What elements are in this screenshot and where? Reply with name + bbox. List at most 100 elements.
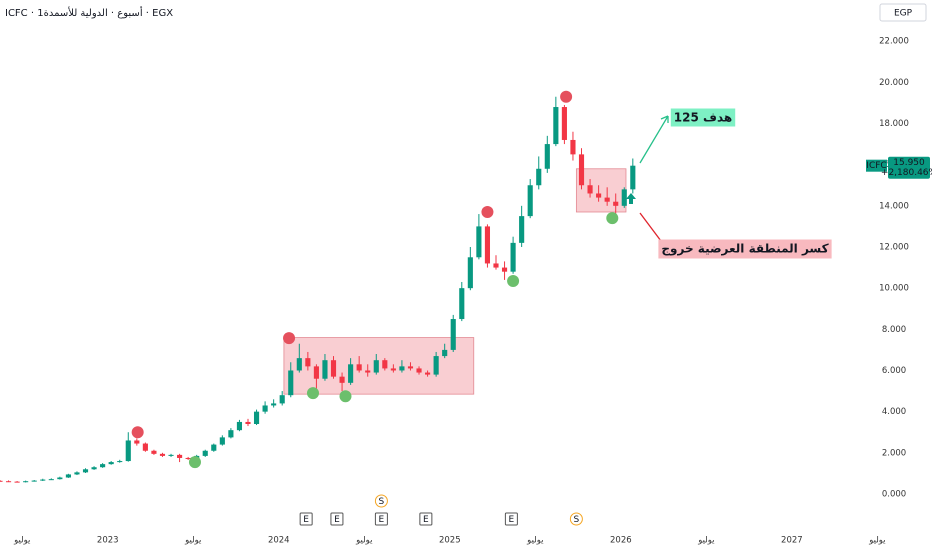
- earnings-badge: [504, 512, 518, 526]
- candle-body: [253, 411, 260, 424]
- candle-body: [330, 360, 337, 377]
- candle-body: [399, 366, 405, 371]
- x-tick-label: يوليو: [868, 536, 886, 546]
- candle-body: [305, 358, 311, 367]
- candle-body: [5, 481, 12, 483]
- event-label: E: [303, 515, 309, 525]
- candle-body: [536, 168, 542, 186]
- target-arrow: [639, 115, 669, 164]
- pivot-marker: [131, 426, 144, 439]
- candle-body: [561, 107, 567, 140]
- candle-body: [74, 472, 80, 475]
- candle-body: [322, 360, 328, 379]
- candle-body: [390, 368, 396, 371]
- annotation-bg: [670, 108, 736, 127]
- candle-body: [365, 370, 371, 373]
- candle-body: [313, 366, 319, 379]
- y-tick-label: 12.000: [879, 242, 909, 252]
- candle-body: [288, 370, 294, 396]
- candle-body: [151, 450, 157, 454]
- up-icon: [626, 193, 636, 204]
- candle-body: [125, 440, 131, 462]
- event-label: E: [423, 515, 429, 525]
- candle-body: [501, 267, 508, 272]
- currency: EGP: [894, 9, 913, 19]
- x-tick-label: يوليو: [526, 536, 544, 546]
- candle-body: [553, 107, 559, 145]
- annotation-bg: [658, 239, 832, 259]
- earnings-badge: [374, 512, 388, 526]
- event-label: E: [379, 515, 385, 525]
- candle-body: [177, 454, 183, 458]
- candle-body: [570, 139, 576, 155]
- y-tick-label: 6.000: [882, 366, 906, 376]
- candle-body: [407, 366, 414, 369]
- candle-body: [271, 403, 277, 406]
- candle-body: [493, 263, 499, 268]
- candle-body: [621, 189, 627, 206]
- pivot-marker: [188, 456, 201, 469]
- candle-body: [262, 405, 268, 412]
- pivot-marker: [283, 332, 296, 345]
- candle-body: [459, 288, 465, 320]
- candle-body: [236, 421, 243, 431]
- candle-body: [65, 474, 71, 478]
- candle-body: [630, 165, 636, 190]
- chart-title: ICFC · 1أسبوع · الدولية للأسمدة · EGX: [5, 6, 173, 19]
- candle-body: [48, 479, 54, 481]
- candle-body: [578, 154, 585, 186]
- candle-body: [202, 450, 208, 456]
- dividend-badge: [569, 512, 583, 526]
- earnings-badge: [299, 512, 313, 526]
- x-tick-label: يوليو: [697, 536, 715, 546]
- candle-body: [142, 443, 148, 451]
- candle-body: [23, 481, 29, 483]
- pivot-marker: [560, 90, 573, 103]
- candle-body: [373, 360, 379, 373]
- candle-body: [476, 226, 482, 258]
- candle-body: [416, 368, 422, 373]
- candle-body: [57, 477, 63, 480]
- x-tick-label: يوليو: [13, 536, 31, 546]
- candle-body: [382, 360, 388, 369]
- candle-body: [467, 257, 473, 289]
- candle-body: [279, 395, 285, 404]
- zones: [283, 168, 627, 395]
- x-tick-label: يوليو: [184, 536, 202, 546]
- target-arrow-head: [660, 115, 669, 123]
- event-label: S: [379, 497, 385, 507]
- earnings-badge: [330, 512, 344, 526]
- change-label: +2,180.46%: [881, 168, 932, 178]
- candle-body: [519, 216, 525, 243]
- candles: [0, 96, 636, 483]
- candle-body: [356, 364, 362, 371]
- candle-body: [14, 481, 20, 483]
- candle-body: [91, 467, 97, 470]
- candle-body: [211, 444, 217, 451]
- candle-body: [82, 469, 89, 473]
- y-tick-label: 0.000: [882, 489, 906, 499]
- candle-body: [117, 461, 123, 463]
- annotation: هدف 125: [674, 111, 732, 125]
- candle-body: [31, 480, 37, 482]
- pivot-marker: [606, 212, 619, 225]
- candle-body: [228, 430, 234, 438]
- x-tick-label: 2025: [439, 536, 461, 546]
- candle-body: [613, 201, 619, 206]
- y-tick-label: 10.000: [879, 284, 909, 294]
- candle-body: [296, 358, 302, 371]
- candle-body: [425, 372, 431, 375]
- candle-body: [168, 454, 174, 456]
- event-label: E: [334, 515, 340, 525]
- y-tick-label: 8.000: [882, 325, 906, 335]
- symbol-tag: [866, 159, 887, 172]
- candle-body: [484, 226, 491, 264]
- candle-body: [442, 349, 448, 357]
- x-tick-label: 2027: [781, 536, 803, 546]
- x-tick-label: 2023: [97, 536, 119, 546]
- pivot-marker: [481, 206, 494, 218]
- symbol-tag-label: ICFC: [866, 161, 886, 171]
- x-tick-label: يوليو: [355, 536, 373, 546]
- candle-body: [510, 242, 516, 272]
